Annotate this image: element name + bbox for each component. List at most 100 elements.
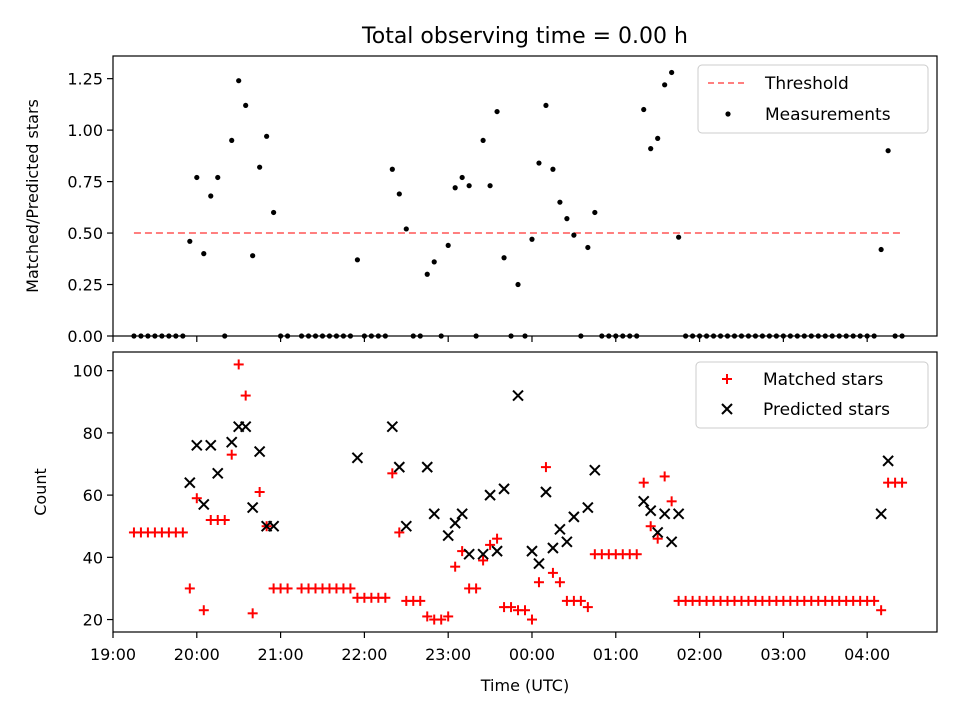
x-tick-label: 01:00 <box>593 645 639 664</box>
measurement-point <box>550 166 556 172</box>
bottom-y-axis-ticks: 20 40 60 80 100 <box>72 362 113 630</box>
predicted-star-point <box>198 498 210 511</box>
x-tick-label: 22:00 <box>341 645 387 664</box>
top-x-axis-ticks <box>112 336 868 342</box>
predicted-star-point <box>205 439 217 452</box>
predicted-star-point <box>526 545 538 557</box>
predicted-star-point <box>239 420 252 433</box>
y-tick-label: 40 <box>83 548 103 567</box>
top-legend: Threshold Measurements <box>697 64 929 134</box>
y-tick-label: 20 <box>83 611 103 630</box>
predicted-star-point <box>589 464 601 476</box>
matched-star-point <box>547 567 558 578</box>
measurement-point <box>515 281 521 288</box>
matched-star-point <box>666 496 677 507</box>
predicted-star-point <box>428 508 440 520</box>
matched-star-point <box>443 611 454 622</box>
y-tick-label: 60 <box>83 486 103 505</box>
measurement-point <box>494 108 500 115</box>
matched-star-point <box>471 583 482 594</box>
x-axis-label: Time (UTC) <box>480 676 569 695</box>
predicted-star-point <box>882 455 894 467</box>
measurement-point <box>445 242 451 249</box>
predicted-star-point <box>212 467 224 480</box>
predicted-star-point <box>351 452 364 464</box>
bottom-legend: Matched stars Predicted stars <box>695 361 929 429</box>
y-tick-label: 80 <box>83 424 103 443</box>
legend-entry-predicted: Predicted stars <box>763 400 890 420</box>
predicted-star-point <box>226 436 238 448</box>
measurement-point <box>257 164 263 170</box>
predicted-star-point <box>484 489 496 501</box>
measurement-point <box>536 160 542 166</box>
predicted-star-point <box>498 483 510 495</box>
matched-star-point <box>380 592 391 603</box>
measurement-point <box>669 69 675 76</box>
y-tick-label: 100 <box>72 362 103 381</box>
matched-star-point <box>240 390 251 401</box>
top-panel: 0.00 0.25 0.50 0.75 1.00 1.25 Matched/Predict… <box>23 55 938 346</box>
measurement-point <box>885 148 891 154</box>
matched-star-point <box>219 515 230 525</box>
matched-star-point <box>191 493 202 504</box>
measurement-point <box>229 137 235 144</box>
matched-star-point <box>645 521 656 532</box>
matched-star-point <box>247 608 258 619</box>
predicted-star-point <box>568 511 580 523</box>
measurement-point <box>592 209 598 216</box>
measurement-point <box>878 246 884 253</box>
y-tick-label: 0.00 <box>67 327 103 346</box>
measurement-point <box>271 209 277 216</box>
predicted-star-point <box>253 445 266 458</box>
matched-star-point <box>198 605 209 616</box>
top-plot-marks <box>131 69 905 339</box>
top-plot-frame <box>112 55 938 337</box>
predicted-star-point <box>191 439 203 452</box>
measurement-point <box>571 232 577 238</box>
predicted-star-point <box>400 520 412 532</box>
measurement-point <box>403 226 409 232</box>
y-tick-label: 1.00 <box>67 121 103 140</box>
matched-star-point <box>492 533 503 544</box>
predicted-star-point <box>442 529 454 542</box>
x-tick-label: 19:00 <box>90 645 136 664</box>
measurement-point <box>431 259 437 265</box>
measurement-point <box>452 185 458 191</box>
measurement-point <box>250 253 256 259</box>
matched-star-point <box>897 477 908 488</box>
matched-star-point <box>226 449 237 460</box>
predicted-star-point <box>477 548 489 560</box>
legend-entry-matched: Matched stars <box>763 370 883 390</box>
predicted-star-point <box>184 476 196 489</box>
measurement-point <box>243 102 249 109</box>
x-tick-label: 23:00 <box>425 645 471 664</box>
x-tick-label: 20:00 <box>174 645 220 664</box>
measurement-point <box>557 199 563 205</box>
measurement-point <box>201 251 207 257</box>
matched-star-point <box>485 539 496 550</box>
measurement-point <box>676 234 682 240</box>
bottom-x-axis-ticks: 19:00 20:00 21:00 22:00 23:00 00:00 01:00 02:00… <box>90 632 890 664</box>
predicted-star-point <box>658 508 671 520</box>
measurement-point <box>501 255 507 261</box>
measurement-point <box>389 166 395 172</box>
predicted-star-point <box>875 508 887 520</box>
matched-star-point <box>652 533 663 544</box>
measurement-point <box>396 191 402 197</box>
predicted-star-point <box>386 420 399 433</box>
measurement-point <box>529 236 535 242</box>
x-tick-label: 02:00 <box>677 645 723 664</box>
x-tick-label: 03:00 <box>760 645 806 664</box>
measurement-point <box>187 238 193 244</box>
measurement-point <box>564 216 570 222</box>
matched-star-point <box>387 468 398 479</box>
predicted-star-point <box>540 486 552 498</box>
x-tick-label: 21:00 <box>258 645 304 664</box>
predicted-star-point <box>267 520 280 532</box>
bottom-plot-marks <box>128 359 908 625</box>
matched-star-point <box>422 611 433 622</box>
legend-entry-threshold: Threshold <box>764 74 849 94</box>
measurement-point <box>585 244 591 251</box>
measurement-point <box>236 78 242 84</box>
matched-star-point <box>233 359 244 370</box>
